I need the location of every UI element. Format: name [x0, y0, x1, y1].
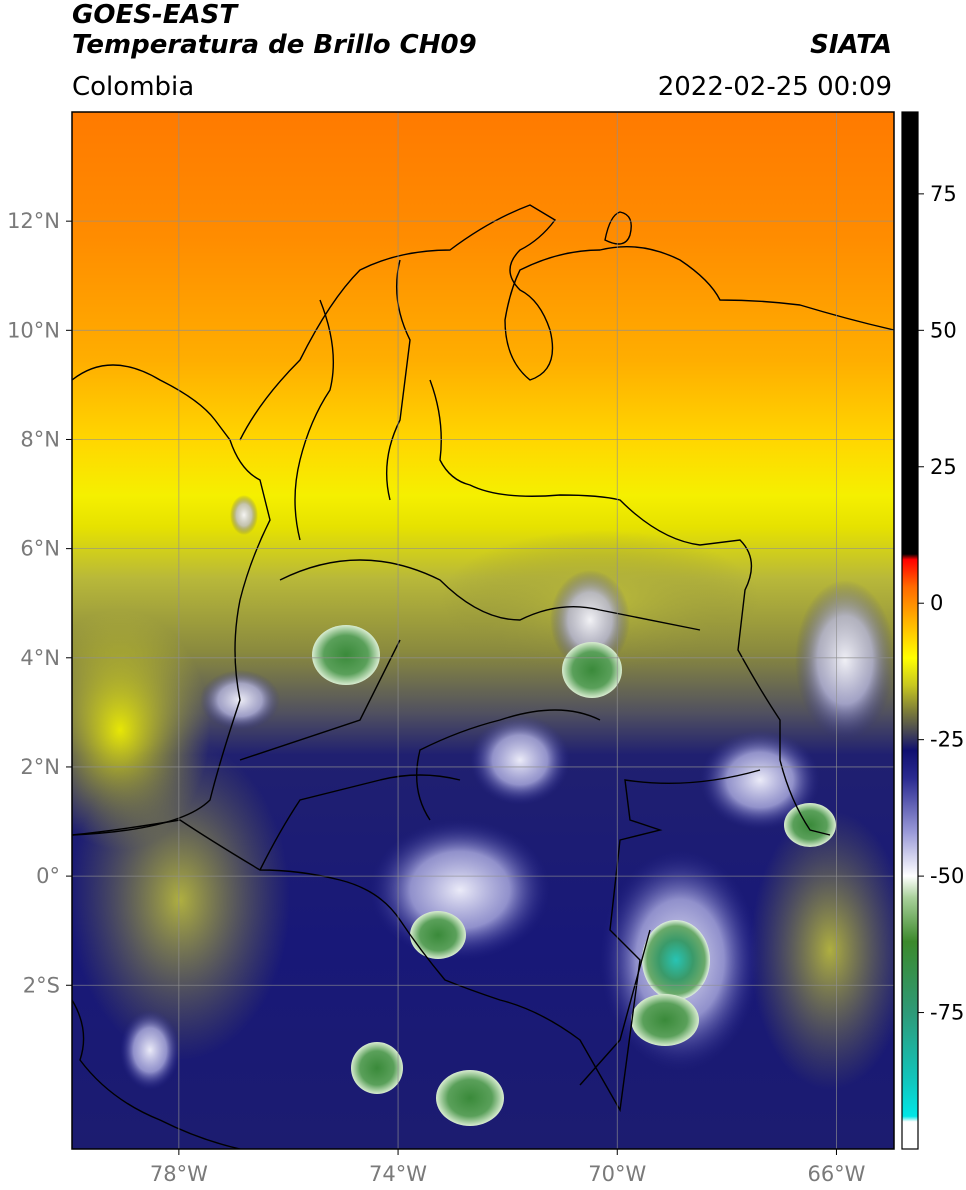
internal-department-line-a — [415, 709, 601, 821]
timestamp-label: 2022-02-25 00:09 — [657, 72, 892, 102]
colorbar-tick-label: -75 — [930, 1001, 964, 1025]
borders-layer — [72, 204, 894, 1149]
lat-tick-label: 4°N — [20, 646, 60, 670]
lat-tick-label: 2°N — [20, 755, 60, 779]
lon-tick-label: 74°W — [369, 1162, 427, 1186]
colorbar-tick-label: 50 — [930, 318, 957, 342]
lon-tick-label: 66°W — [807, 1162, 865, 1186]
cloud-region-ecuador — [120, 1010, 180, 1090]
southern-border — [72, 769, 761, 1113]
colombia-venezuela-border — [429, 379, 831, 836]
cold-core-amazon-main — [642, 920, 710, 1000]
internal-department-line-f — [259, 774, 461, 871]
map-area — [72, 112, 894, 1149]
peru-brazil-border — [579, 929, 651, 1086]
paraguana-peninsula — [604, 211, 632, 245]
cold-core-casanare — [562, 642, 622, 698]
cold-core-putumayo — [410, 911, 466, 959]
cloud-region-east — [700, 730, 820, 830]
lat-tick-label: 12°N — [7, 209, 60, 233]
cold-core-amazon-south — [631, 994, 699, 1046]
latitude-ticks: 12°N 10°N 8°N 6°N 4°N 2°N 0° 2°S — [7, 209, 72, 997]
colorbar-tick-label: -50 — [930, 864, 964, 888]
internal-department-line-c — [294, 299, 334, 541]
lat-tick-label: 8°N — [20, 427, 60, 451]
organization-label: SIATA — [810, 30, 892, 60]
caribbean-coastline — [239, 204, 894, 441]
lat-tick-label: 0° — [36, 864, 60, 888]
lat-tick-label: 6°N — [20, 537, 60, 561]
internal-department-line-d — [386, 259, 411, 501]
olive-patch-east — [750, 810, 894, 1090]
internal-department-line-e — [239, 639, 401, 761]
cloud-region-meta — [550, 570, 630, 670]
lon-tick-label: 78°W — [150, 1162, 208, 1186]
cloud-region-venezuela — [795, 580, 894, 740]
colorbar-tick-label: 25 — [930, 455, 957, 479]
graticule — [72, 112, 894, 1149]
colorbar-ticks: 75 50 25 0 -25 -50 -75 — [918, 182, 964, 1025]
title-line-1: GOES-EAST — [72, 0, 238, 30]
map-frame — [71, 111, 895, 1150]
cloud-region-center — [470, 715, 570, 805]
cloud-region-darien — [230, 495, 258, 535]
colorbar-tick-label: -25 — [930, 728, 964, 752]
title-line-2: Temperatura de Brillo CH09 — [72, 30, 477, 60]
pacific-coastline — [72, 364, 271, 836]
colorbar-tick-label: 0 — [930, 591, 943, 615]
cold-core-peru-west — [351, 1042, 403, 1094]
lat-tick-label: 2°S — [23, 973, 60, 997]
colorbar — [901, 111, 919, 1150]
lon-tick-label: 70°W — [588, 1162, 646, 1186]
colorbar-tick-label: 75 — [930, 182, 957, 206]
lat-tick-label: 10°N — [7, 318, 60, 342]
cold-core-east — [784, 803, 836, 847]
longitude-ticks: 78°W 74°W 70°W 66°W — [150, 1149, 866, 1186]
olive-patch-southwest — [72, 740, 290, 1060]
region-label: Colombia — [72, 72, 195, 102]
internal-department-line-b — [279, 559, 701, 631]
cold-core-peru-east — [436, 1070, 504, 1126]
ecuador-peru-coast — [72, 999, 241, 1149]
cold-core-antioquia — [312, 625, 380, 685]
